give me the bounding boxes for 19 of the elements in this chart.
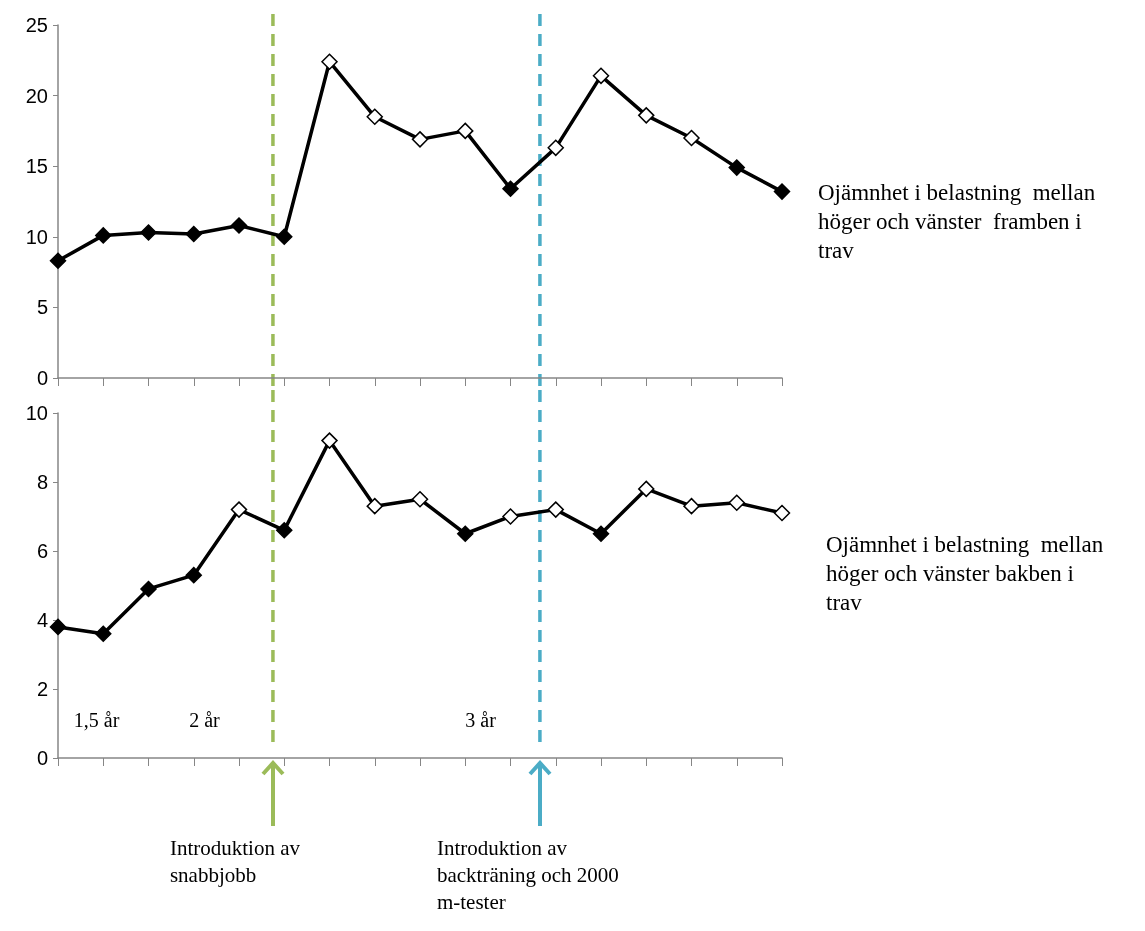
- y-tick-label: 25: [25, 14, 48, 36]
- y-tick-label: 10: [25, 402, 48, 424]
- text: Introduktion av snabbjobb: [169, 835, 301, 889]
- y-tick-label: 10: [25, 225, 48, 248]
- y-tick-label: 0: [36, 747, 48, 769]
- annotation: 2 år: [189, 709, 221, 732]
- y-tick-label: 20: [25, 84, 48, 107]
- series-label: Ojämnhet i belastning mellan höger och vänster framben i trav: [818, 179, 1097, 265]
- y-tick-label: 4: [36, 609, 48, 631]
- series-label: Ojämnhet i belastning mellan höger och vänster bakben i trav: [826, 531, 1105, 617]
- y-tick-label: 6: [36, 540, 48, 562]
- y-tick-label: 2: [36, 678, 48, 700]
- y-tick-label: 8: [36, 471, 48, 493]
- annotation: 3 år: [465, 709, 497, 732]
- y-tick-label: 0: [36, 367, 48, 389]
- y-tick-label: 15: [25, 155, 48, 178]
- text: Introduktion av backträning och 2000 m-tester: [436, 835, 620, 916]
- annotation: 1,5 år: [73, 709, 120, 732]
- y-tick-label: 5: [36, 296, 48, 319]
